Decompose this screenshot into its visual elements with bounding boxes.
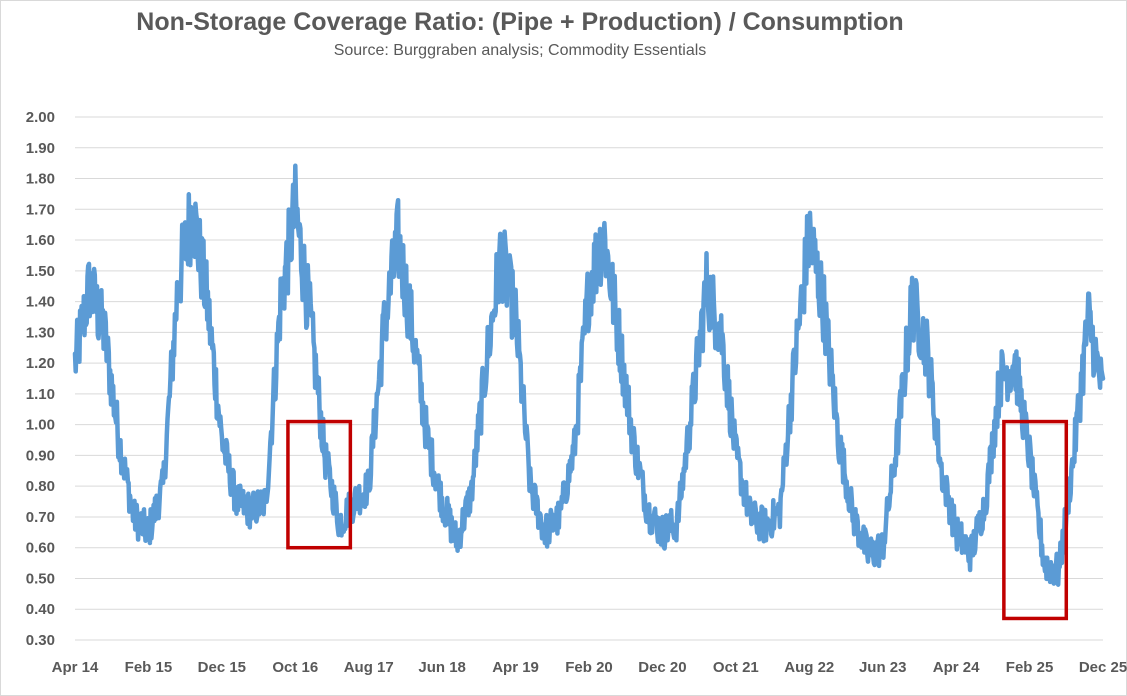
y-tick-label: 1.60	[26, 232, 55, 249]
x-tick-label: Feb 15	[125, 659, 173, 676]
x-tick-label: Jun 18	[418, 659, 466, 676]
x-tick-label: Oct 16	[272, 659, 318, 676]
y-tick-label: 0.40	[26, 601, 55, 618]
x-tick-label: Feb 20	[565, 659, 613, 676]
y-tick-label: 1.70	[26, 201, 55, 218]
y-tick-label: 1.90	[26, 140, 55, 157]
highlight-box-1	[286, 419, 353, 550]
y-tick-label: 0.30	[26, 632, 55, 649]
chart-subtitle: Source: Burggraben analysis; Commodity E…	[333, 42, 707, 59]
series-line-0	[72, 163, 1106, 587]
y-tick-label: 1.20	[26, 355, 55, 372]
y-tick-label: 1.50	[26, 263, 55, 280]
x-tick-label: Oct 21	[713, 659, 759, 676]
x-tick-label: Dec 15	[198, 659, 246, 676]
x-tick-label: Dec 20	[638, 659, 686, 676]
y-tick-label: 0.70	[26, 509, 55, 526]
y-tick-label: 1.40	[26, 294, 55, 311]
x-tick-label: Aug 17	[344, 659, 394, 676]
y-tick-label: 1.10	[26, 386, 55, 403]
x-tick-label: Jun 23	[859, 659, 907, 676]
x-tick-label: Aug 22	[784, 659, 834, 676]
y-tick-label: 1.80	[26, 171, 55, 188]
y-tick-label: 0.50	[26, 570, 55, 587]
y-tick-label: 2.00	[26, 109, 55, 126]
y-tick-label: 1.00	[26, 417, 55, 434]
y-tick-label: 0.80	[26, 478, 55, 495]
x-tick-label: Dec 25	[1079, 659, 1127, 676]
x-tick-label: Feb 25	[1006, 659, 1054, 676]
y-tick-label: 0.90	[26, 447, 55, 464]
highlight-box-2	[1002, 419, 1069, 621]
x-tick-label: Apr 14	[52, 659, 99, 676]
y-tick-label: 0.60	[26, 540, 55, 557]
x-tick-label: Apr 19	[492, 659, 539, 676]
chart-title: Non-Storage Coverage Ratio: (Pipe + Prod…	[136, 8, 904, 36]
x-tick-label: Apr 24	[933, 659, 980, 676]
y-tick-label: 1.30	[26, 324, 55, 341]
